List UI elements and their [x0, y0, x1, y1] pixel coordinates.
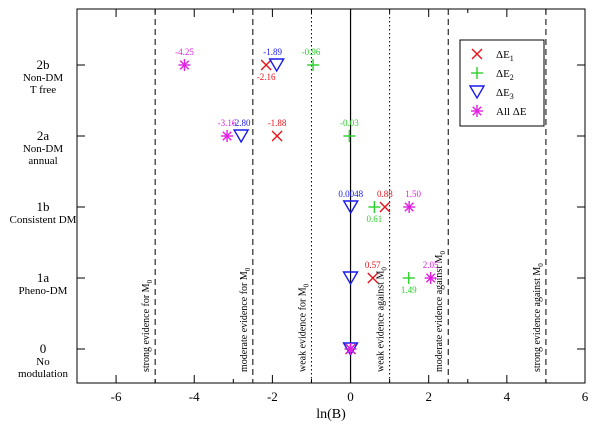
x-tick-label-6: 6 — [582, 389, 589, 404]
point-e3-2a — [232, 129, 250, 144]
point-e2-1a — [402, 272, 415, 284]
data-label-e2-1a: 1.49 — [401, 285, 417, 295]
point-all-e-1b — [403, 201, 416, 213]
x-tick-label-4: -4 — [189, 389, 200, 404]
point-e1-2b — [260, 59, 272, 71]
point-all-e-2b — [178, 59, 191, 71]
x-tick-label-0: 0 — [347, 389, 354, 404]
legend-marker-3 — [468, 85, 486, 100]
legend-label-2: ΔE2 — [496, 68, 514, 82]
x-tick-label-2: -2 — [267, 389, 278, 404]
data-label-all-e-1b: 1.50 — [405, 189, 421, 199]
x-tick-label-6: -6 — [111, 389, 122, 404]
legend-label-3: ΔE3 — [496, 87, 514, 101]
category-label-1a-line-0: 1a — [37, 270, 50, 285]
category-label-2b-line-1: Non-DM — [23, 72, 64, 84]
point-e2-2b — [307, 59, 320, 71]
category-label-1a-line-1: Pheno-DM — [19, 285, 68, 297]
data-label-e2-1b: 0.61 — [367, 214, 383, 224]
ref-label-weak-evidence-against-m0: weak evidence against M0 — [376, 267, 389, 372]
ref-label-strong-evidence-against-m0: strong evidence against M0 — [532, 263, 545, 372]
reference-line-labels: strong evidence for M0 moderate evidence … — [141, 251, 545, 372]
data-label-e2-2a: -0.03 — [340, 118, 359, 128]
data-points: -2.16 -1.88 0.88 0.57 -0.96 -0.03 0.61 1.49 -1.8… — [175, 47, 439, 357]
data-label-e1-2a: -1.88 — [268, 118, 287, 128]
ref-label-weak-evidence-for-m0: weak evidence for M0 — [297, 283, 310, 372]
data-label-e1-1a: 0.57 — [365, 260, 381, 270]
point-all-e-2a — [221, 130, 234, 142]
ref-label-moderate-evidence-for-m0: moderate evidence for M0 — [239, 267, 252, 372]
legend-marker-1 — [471, 48, 483, 60]
x-axis-ticks: -6 -4 -2 0 2 4 6 — [76, 9, 589, 404]
category-label-1b-line-0: 1b — [37, 199, 50, 214]
data-label-all-e-2b: -4.25 — [175, 47, 194, 57]
category-label-0-line-2: modulation — [18, 368, 69, 380]
category-label-2a-line-0: 2a — [37, 128, 50, 143]
category-label-0-line-1: No — [36, 356, 50, 368]
category-label-1b-line-1: Consistent DM — [10, 214, 77, 226]
data-label-e3-2a: -2.80 — [232, 118, 251, 128]
x-tick-label-4: 4 — [504, 389, 511, 404]
plot-frame — [76, 8, 586, 384]
category-label-2a-line-1: Non-DM — [23, 143, 64, 155]
point-e1-1b — [379, 201, 391, 213]
point-e2-2a — [343, 130, 356, 142]
point-all-e-0 — [344, 343, 357, 355]
data-label-e1-1b: 0.88 — [377, 189, 393, 199]
axes — [76, 8, 586, 384]
legend-marker-4 — [471, 105, 483, 117]
point-e2-1b — [368, 201, 381, 213]
category-label-2b-line-0: 2b — [37, 57, 50, 72]
data-label-e3-2b: -1.89 — [263, 47, 282, 57]
point-e3-1a — [342, 271, 359, 286]
category-label-2b-line-2: T free — [30, 84, 56, 96]
ref-label-moderate-evidence-against-m0: moderate evidence against M0 — [434, 251, 447, 372]
data-label-all-e-1a: 2.05 — [423, 260, 439, 270]
point-e1-2a — [271, 130, 283, 142]
category-label-2a-line-2: annual — [28, 155, 57, 167]
category-label-0-line-0: 0 — [40, 341, 47, 356]
legend-label-4: All ΔE — [496, 106, 527, 118]
x-axis-title: ln(B) — [316, 407, 346, 422]
x-tick-label-2: 2 — [425, 389, 432, 404]
point-e3-2b — [268, 58, 285, 73]
data-label-all-e-2a: -3.16 — [218, 118, 237, 128]
ref-label-strong-evidence-for-m0: strong evidence for M0 — [141, 279, 154, 372]
point-e1-1a — [367, 272, 379, 284]
data-label-e1-2b: -2.16 — [257, 72, 276, 82]
reference-lines — [154, 9, 547, 383]
point-all-e-1a — [424, 272, 437, 284]
legend-label-1: ΔE1 — [496, 49, 514, 63]
legend-marker-2 — [471, 67, 483, 79]
point-e3-1b — [342, 200, 359, 215]
data-label-e2-2b: -0.96 — [302, 47, 321, 57]
data-label-e3-1b: 0.0048 — [338, 189, 363, 199]
legend: ΔE1 ΔE2 ΔE3 All ΔE — [459, 39, 545, 127]
